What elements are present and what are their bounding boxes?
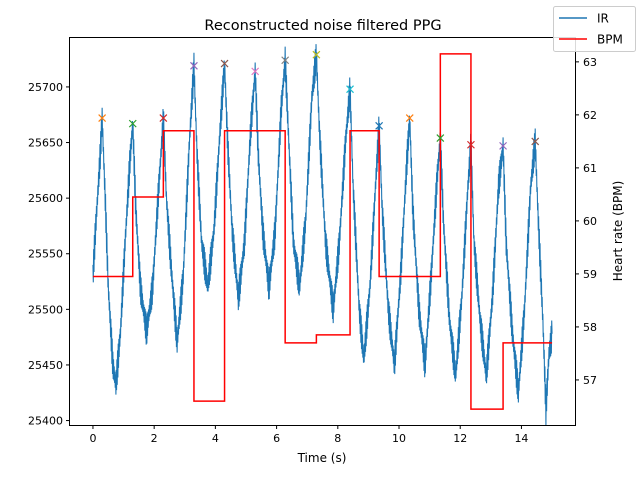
y-right-tick-label-62: 62	[583, 109, 597, 122]
y-right-tick-label-58: 58	[583, 321, 597, 334]
peak-marker-5	[251, 67, 260, 76]
y-right-tick-label-61: 61	[583, 162, 597, 175]
y-left-tick-label-25450: 25450	[28, 359, 63, 372]
peak-marker-9	[375, 121, 384, 130]
y-left-tick-label-25650: 25650	[28, 137, 63, 150]
y-left-tick-label-25600: 25600	[28, 192, 63, 205]
legend-ir-label: IR	[597, 12, 609, 26]
peak-marker-11	[436, 134, 445, 143]
peak-marker-13	[499, 141, 508, 150]
x-tick-label-12: 12	[453, 432, 467, 445]
y-left-tick-label-25400: 25400	[28, 415, 63, 428]
x-tick-label-6: 6	[273, 432, 280, 445]
x-tick-label-4: 4	[212, 432, 219, 445]
y-left-tick-label-25550: 25550	[28, 248, 63, 261]
peak-marker-10	[405, 114, 414, 122]
y-right-tick-label-63: 63	[583, 56, 597, 69]
peak-marker-6	[281, 56, 290, 65]
peak-marker-1	[128, 119, 137, 128]
bpm-series-line	[92, 53, 553, 410]
x-tick-label-2: 2	[151, 432, 158, 445]
x-tick-label-10: 10	[392, 432, 406, 445]
legend-bpm-label: BPM	[597, 33, 623, 47]
x-tick-label-14: 14	[514, 432, 528, 445]
right-axis-label: Heart rate (BPM)	[611, 181, 625, 282]
peak-marker-14	[531, 137, 540, 146]
chart-title: Reconstructed noise filtered PPG	[204, 18, 441, 34]
x-axis-label: Time (s)	[297, 451, 347, 465]
x-tick-label-0: 0	[89, 432, 96, 445]
legend: IR BPM	[553, 6, 636, 52]
y-right-tick-label-60: 60	[583, 215, 597, 228]
legend-box	[553, 6, 636, 52]
y-left-tick-label-25500: 25500	[28, 303, 63, 316]
y-right-tick-label-59: 59	[583, 268, 597, 281]
x-tick-label-8: 8	[334, 432, 341, 445]
peak-marker-7	[312, 50, 321, 59]
peak-marker-4	[220, 59, 229, 68]
peak-marker-0	[98, 114, 107, 122]
ir-series-line	[92, 44, 553, 425]
peak-marker-2	[159, 114, 168, 122]
peak-marker-8	[346, 85, 354, 94]
y-left-tick-label-25700: 25700	[28, 81, 63, 94]
peak-marker-12	[467, 140, 475, 149]
y-right-tick-label-57: 57	[583, 374, 597, 387]
plot-frame	[69, 37, 576, 426]
peak-marker-3	[190, 61, 198, 70]
